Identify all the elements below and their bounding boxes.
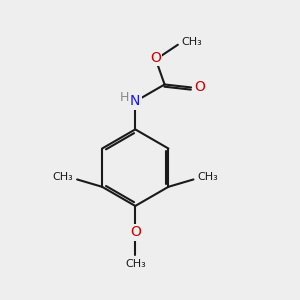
Text: O: O [194,80,205,94]
Text: O: O [150,51,161,65]
Text: CH₃: CH₃ [125,259,146,269]
Text: N: N [130,94,140,108]
Text: O: O [130,225,141,239]
Text: CH₃: CH₃ [52,172,73,182]
Text: H: H [119,92,129,104]
Text: CH₃: CH₃ [198,172,219,182]
Text: CH₃: CH₃ [182,37,202,47]
